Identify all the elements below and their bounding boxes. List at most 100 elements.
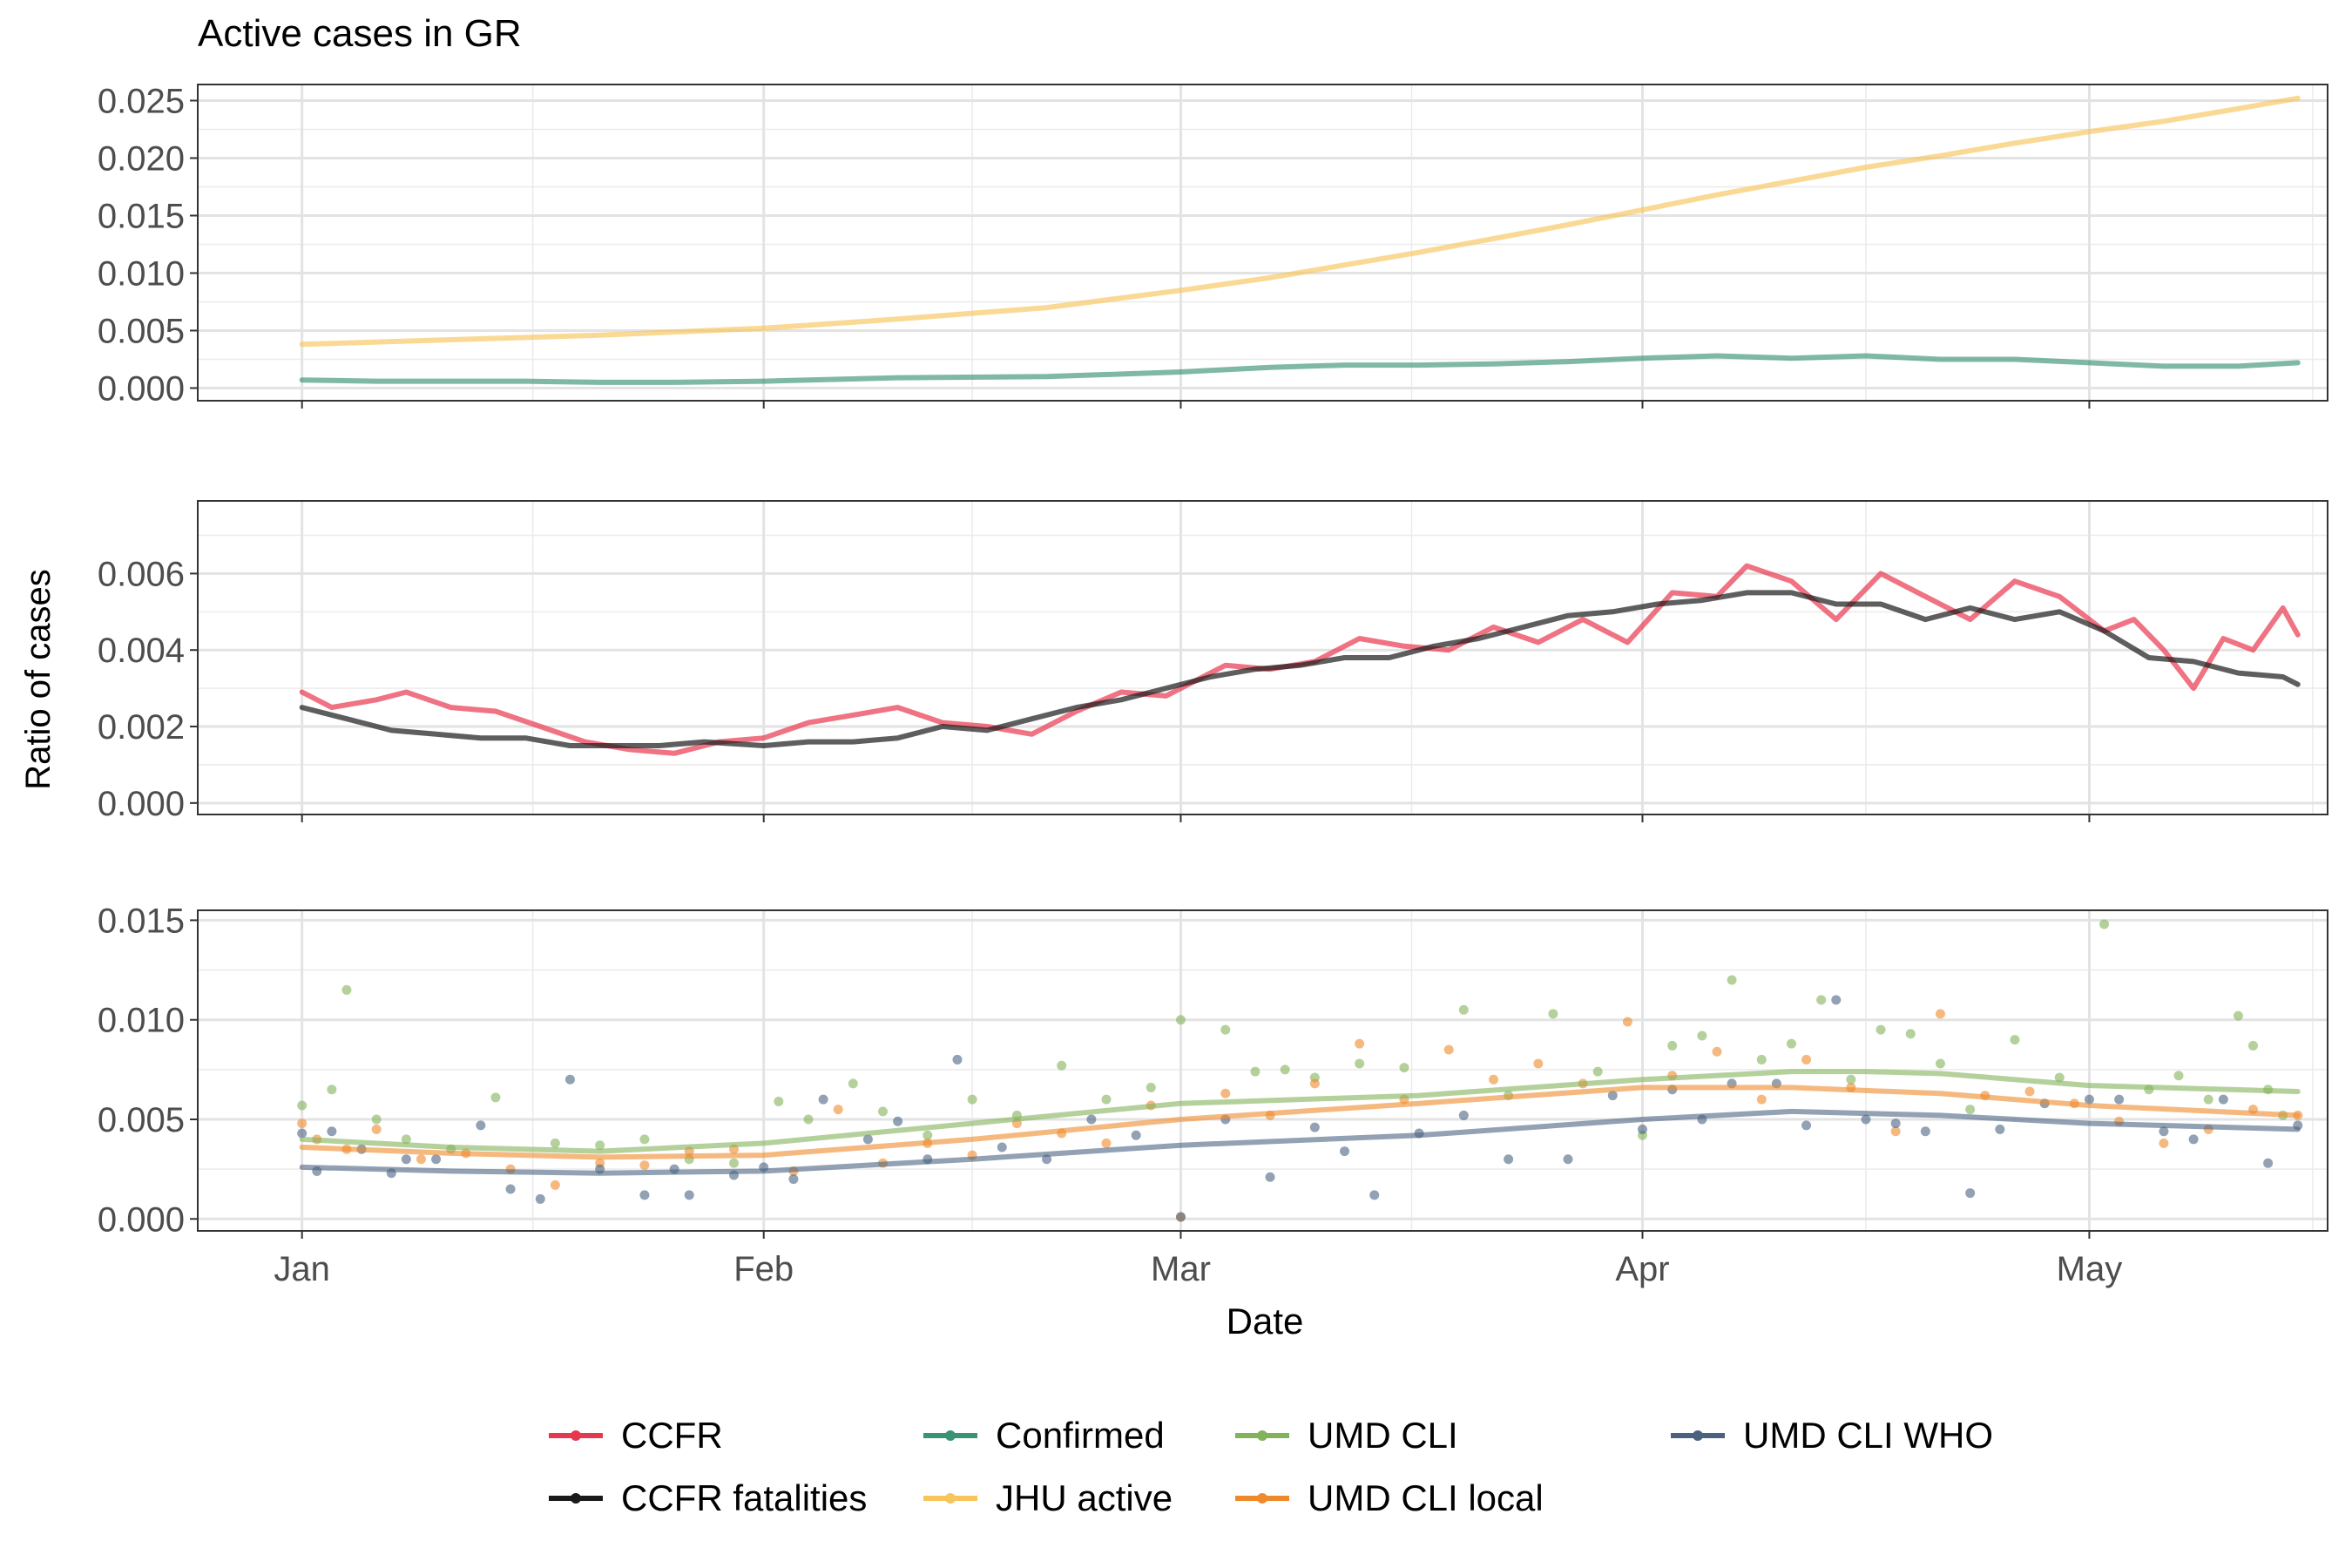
point-umd-cli <box>1399 1063 1409 1073</box>
point-umd-cli-who <box>1607 1091 1618 1101</box>
point-umd-cli-local <box>550 1179 560 1190</box>
point-umd-cli-local <box>1622 1017 1632 1027</box>
point-umd-cli-local <box>1935 1009 1945 1019</box>
x-tick-label: Feb <box>733 1250 794 1288</box>
legend-key-point <box>1257 1430 1267 1441</box>
point-umd-cli-who <box>505 1184 516 1194</box>
y-tick-label: 0.010 <box>98 1002 185 1040</box>
panel-background <box>198 910 2328 1231</box>
panel-border <box>197 84 2328 402</box>
point-umd-cli <box>1175 1015 1186 1025</box>
point-umd-cli-who <box>952 1054 963 1064</box>
point-umd-cli-local <box>297 1119 308 1129</box>
point-umd-cli-who <box>564 1074 575 1085</box>
point-umd-cli-who <box>2159 1126 2169 1137</box>
point-umd-cli <box>371 1114 382 1125</box>
point-umd-cli-who <box>535 1193 545 1204</box>
point-umd-cli <box>297 1100 308 1111</box>
y-tick-label: 0.025 <box>98 82 185 120</box>
point-umd-cli-local <box>1101 1138 1112 1148</box>
point-umd-cli-local <box>1443 1044 1454 1055</box>
point-umd-cli <box>2010 1035 2020 1045</box>
line-umd-cli <box>299 1069 2301 1154</box>
point-umd-cli-who <box>2188 1134 2199 1145</box>
panel-border <box>197 500 2328 815</box>
y-tick-label: 0.000 <box>98 1200 185 1239</box>
point-umd-cli-local <box>1489 1074 1499 1085</box>
legend-item-ccfr: CCFR <box>549 1415 723 1456</box>
point-umd-cli-who <box>997 1142 1007 1152</box>
point-umd-cli <box>1548 1009 1558 1019</box>
point-umd-cli-local <box>2159 1138 2169 1148</box>
panels: 0.000 0.005 0.010 0.015 0.020 0.025 0.000 0.002… <box>98 82 2328 1288</box>
point-umd-cli-local <box>639 1160 650 1171</box>
point-umd-cli <box>490 1092 501 1103</box>
point-umd-cli <box>2173 1071 2184 1081</box>
line-ccfr <box>299 563 2301 756</box>
legend-label: UMD CLI <box>1308 1415 1458 1456</box>
point-umd-cli <box>1458 1004 1469 1015</box>
point-umd-cli-local <box>833 1105 843 1115</box>
legend-item-ccfr-fatalities: CCFR fatalities <box>549 1477 867 1518</box>
point-umd-cli <box>1905 1029 1916 1039</box>
point-umd-cli <box>923 1130 933 1140</box>
point-umd-cli-local <box>1890 1126 1901 1137</box>
point-umd-cli <box>1592 1066 1603 1077</box>
point-umd-cli <box>1101 1094 1112 1105</box>
legend-item-umd-cli: UMD CLI <box>1235 1415 1458 1456</box>
point-umd-cli-local <box>1801 1054 1812 1064</box>
point-umd-cli <box>1146 1082 1156 1092</box>
point-umd-cli <box>595 1140 605 1151</box>
y-tick-label: 0.006 <box>98 555 185 593</box>
line-umd-cli-local <box>299 1085 2301 1160</box>
x-tick-label: Mar <box>1151 1250 1211 1288</box>
legend-key-point <box>945 1430 956 1441</box>
point-umd-cli-who <box>1131 1130 1141 1140</box>
point-umd-cli <box>1846 1074 1856 1085</box>
point-umd-cli <box>1935 1058 1945 1069</box>
point-umd-cli <box>401 1134 411 1145</box>
point-umd-cli-who <box>297 1128 308 1139</box>
point-umd-cli-who <box>684 1190 694 1200</box>
point-umd-cli <box>1816 995 1827 1005</box>
panel-middle: 0.000 0.002 0.004 0.006 <box>98 500 2328 823</box>
point-umd-cli <box>1057 1060 1067 1071</box>
point-umd-cli <box>2233 1010 2243 1021</box>
point-umd-cli <box>1697 1031 1707 1041</box>
legend-key-point <box>1257 1493 1267 1504</box>
legend-item-umd-cli-local: UMD CLI local <box>1235 1477 1544 1518</box>
point-umd-cli <box>878 1106 889 1117</box>
legend-label: UMD CLI WHO <box>1743 1415 1993 1456</box>
point-umd-cli <box>803 1114 814 1125</box>
point-umd-cli-who <box>327 1126 337 1137</box>
panel-background <box>198 501 2328 814</box>
legend-label: JHU active <box>996 1477 1173 1518</box>
point-umd-cli-who <box>818 1094 828 1105</box>
y-tick-label: 0.005 <box>98 1101 185 1139</box>
point-umd-cli <box>1876 1024 1886 1035</box>
legend-key-point <box>571 1493 581 1504</box>
y-tick-label: 0.000 <box>98 785 185 823</box>
point-umd-cli <box>2203 1094 2213 1105</box>
point-umd-cli <box>774 1096 784 1106</box>
point-umd-cli <box>1667 1040 1678 1051</box>
point-umd-cli-who <box>2084 1094 2094 1105</box>
point-umd-cli-who <box>1890 1119 1901 1129</box>
legend-item-jhu-active: JHU active <box>923 1477 1173 1518</box>
x-tick-label: Jan <box>274 1250 330 1288</box>
y-axis-label: Ratio of cases <box>19 569 57 789</box>
point-umd-cli-who <box>1637 1124 1647 1134</box>
legend-item-confirmed: Confirmed <box>923 1415 1165 1456</box>
point-umd-cli <box>2054 1072 2065 1083</box>
point-umd-cli <box>1220 1024 1231 1035</box>
panel-background <box>198 84 2328 401</box>
point-umd-cli-local <box>1220 1088 1231 1098</box>
legend-key-point <box>945 1493 956 1504</box>
x-axis-label: Date <box>1227 1301 1304 1342</box>
point-umd-cli <box>327 1085 337 1095</box>
line-ccfr-fatalities <box>299 590 2301 748</box>
point-umd-cli-who <box>1965 1188 1976 1199</box>
point-umd-cli <box>1756 1054 1767 1064</box>
point-umd-cli-who <box>1504 1154 1514 1165</box>
